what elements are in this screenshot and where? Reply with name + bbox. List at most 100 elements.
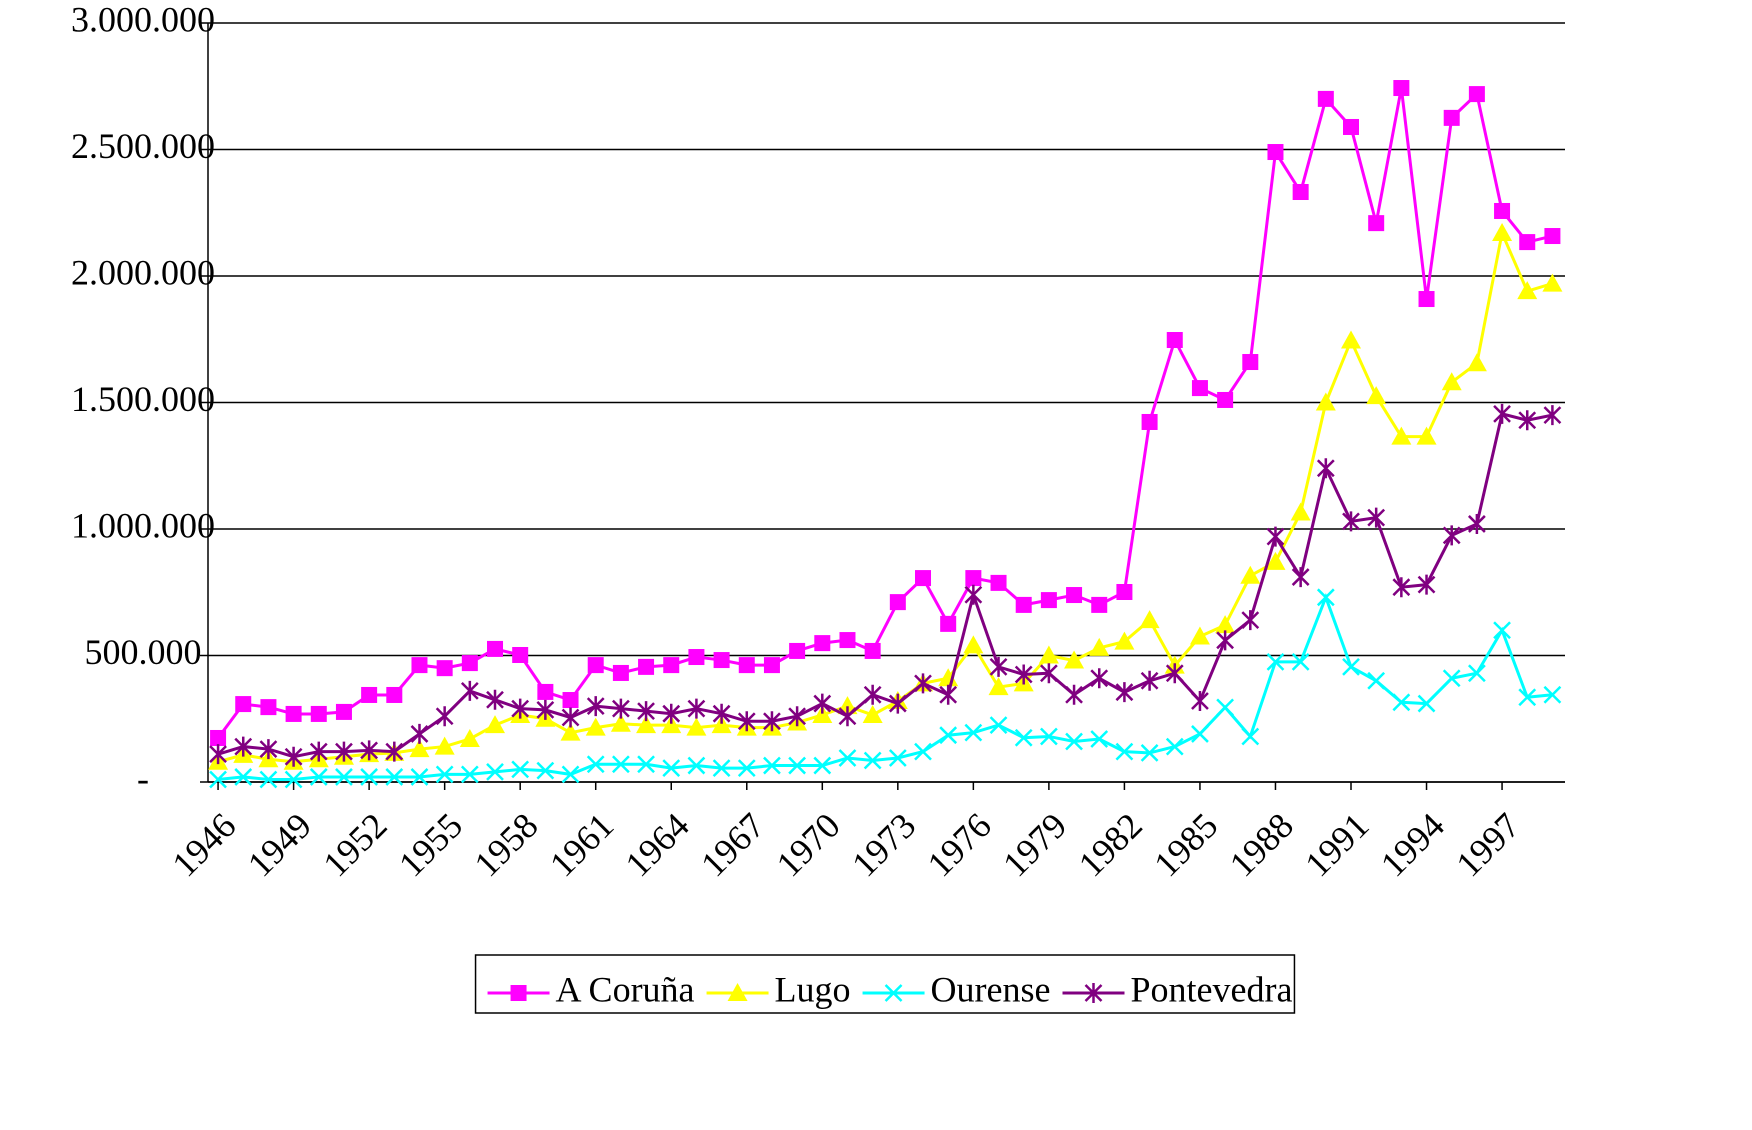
marker	[1292, 184, 1309, 201]
x-tick-label: 1946	[164, 805, 243, 884]
marker	[310, 705, 327, 722]
marker	[385, 741, 404, 762]
marker	[864, 642, 881, 659]
marker	[1518, 410, 1537, 431]
marker	[813, 756, 832, 775]
x-tick-label: 1994	[1373, 805, 1452, 884]
series-line	[216, 87, 1553, 739]
x-tick-label: 1991	[1297, 805, 1376, 884]
marker	[612, 698, 630, 719]
marker	[1493, 403, 1511, 424]
marker	[612, 664, 629, 681]
marker	[1166, 332, 1183, 349]
x-tick-label: 1976	[920, 805, 999, 884]
marker	[511, 698, 530, 719]
marker	[713, 652, 730, 669]
marker	[1242, 354, 1259, 371]
marker	[1467, 664, 1486, 683]
legend-label: Lugo	[775, 969, 851, 1009]
marker	[309, 768, 328, 786]
marker	[813, 693, 832, 714]
marker	[1492, 222, 1513, 241]
marker	[1065, 684, 1083, 705]
marker	[360, 768, 379, 786]
x-tick-label: 1952	[315, 805, 394, 884]
marker	[1367, 671, 1386, 690]
marker	[1240, 565, 1261, 584]
marker	[485, 715, 506, 734]
marker	[988, 677, 1009, 696]
x-tick-label: 1988	[1222, 805, 1301, 884]
legend-marker	[1084, 983, 1103, 1003]
marker	[235, 696, 252, 713]
x-tick-label: 1949	[240, 805, 319, 884]
marker	[1391, 426, 1412, 445]
marker	[612, 755, 630, 774]
marker	[1291, 652, 1310, 671]
marker	[1466, 353, 1487, 372]
marker	[335, 741, 353, 762]
legend-label: A Coruña	[556, 969, 695, 1009]
marker	[386, 686, 403, 703]
y-tick-label: -	[137, 758, 149, 798]
marker	[411, 657, 428, 674]
marker	[1543, 685, 1562, 704]
marker	[409, 739, 430, 758]
marker	[662, 703, 681, 724]
marker	[1189, 626, 1210, 645]
marker	[209, 770, 227, 789]
marker	[1316, 588, 1335, 607]
marker	[662, 759, 681, 777]
y-tick-label: 500.000	[85, 632, 202, 672]
marker	[1519, 234, 1536, 251]
marker	[1368, 215, 1385, 232]
marker	[788, 756, 807, 775]
marker	[687, 756, 706, 775]
marker	[1038, 645, 1059, 664]
marker	[889, 594, 906, 611]
marker	[1140, 670, 1159, 691]
marker	[814, 635, 831, 652]
marker	[309, 741, 328, 762]
marker	[1316, 458, 1335, 479]
marker	[964, 723, 983, 742]
marker	[638, 658, 655, 675]
marker	[1442, 669, 1461, 688]
marker	[1342, 511, 1360, 532]
marker	[410, 723, 429, 744]
legend: A Coruña Lugo Ourense Pontevedra	[474, 954, 1296, 1014]
marker	[838, 706, 857, 727]
marker	[989, 716, 1008, 734]
marker	[763, 657, 780, 674]
marker	[361, 686, 378, 703]
marker	[661, 715, 682, 734]
y-tick-label: 1.500.000	[71, 379, 215, 419]
marker	[1191, 380, 1208, 397]
marker	[636, 715, 657, 734]
marker	[259, 739, 278, 760]
marker	[1165, 663, 1184, 684]
marker	[486, 762, 504, 781]
marker	[511, 760, 530, 779]
marker	[688, 649, 705, 666]
series-line	[217, 593, 1553, 781]
x-tick-label: 1982	[1071, 805, 1150, 884]
x-tick-label: 1970	[769, 805, 848, 884]
marker	[1392, 577, 1411, 598]
marker	[487, 640, 504, 657]
marker	[1417, 694, 1436, 713]
legend-label: Pontevedra	[1131, 969, 1293, 1009]
marker	[562, 692, 579, 709]
marker	[1165, 737, 1184, 756]
marker	[1014, 728, 1033, 747]
marker	[1040, 663, 1058, 684]
marker	[763, 711, 781, 732]
marker	[459, 728, 480, 747]
legend-marker	[727, 983, 748, 1001]
marker	[1341, 330, 1362, 349]
marker	[1241, 610, 1260, 631]
marker	[586, 696, 605, 717]
x-tick-label: 1985	[1146, 805, 1225, 884]
marker	[385, 768, 404, 786]
